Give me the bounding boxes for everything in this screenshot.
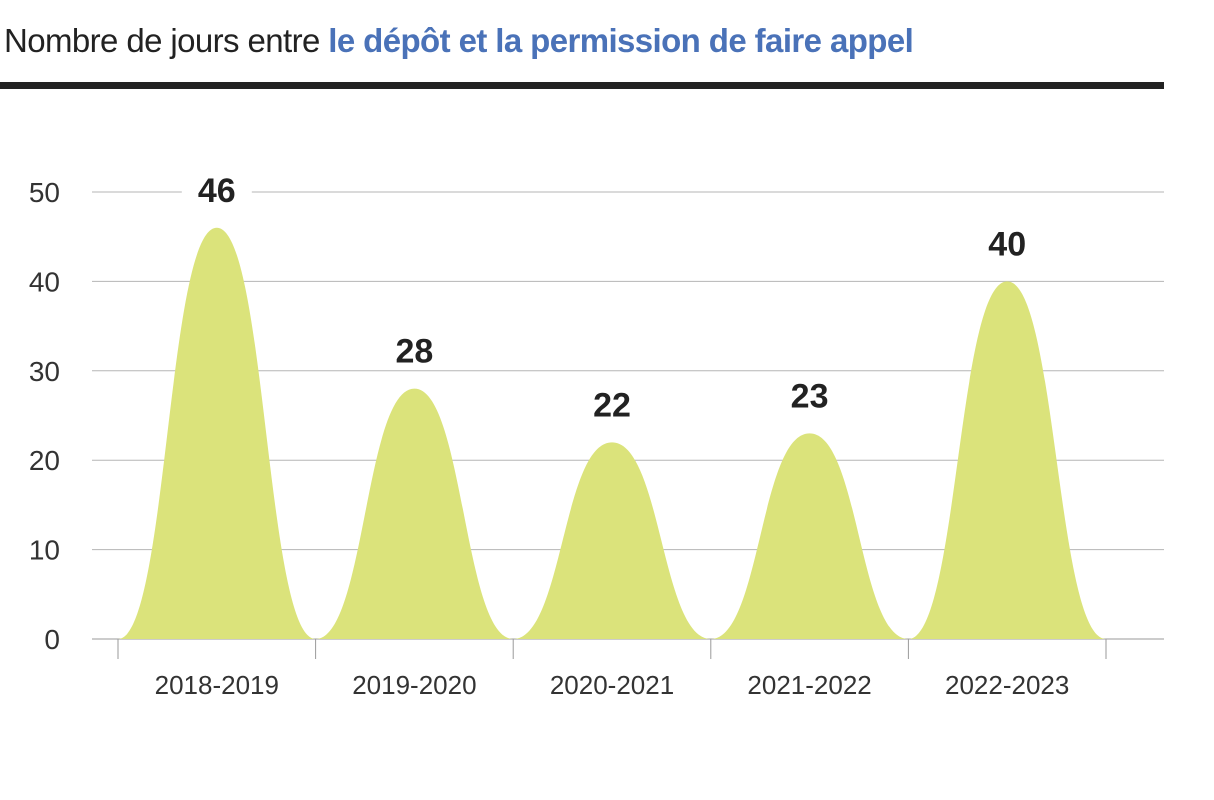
bar [513, 442, 711, 639]
y-tick-label: 40 [29, 266, 60, 297]
bar [908, 281, 1106, 639]
y-tick-label: 20 [29, 445, 60, 476]
y-tick-label: 0 [44, 624, 60, 655]
data-label-bg [774, 377, 845, 412]
x-tick-label: 2022-2023 [945, 670, 1069, 700]
chart-title: Nombre de jours entre le dépôt et la per… [4, 22, 914, 60]
data-label: 46 [198, 172, 236, 210]
chart-title-prefix: Nombre de jours entre [4, 22, 329, 59]
bar [315, 388, 514, 639]
x-tick-label: 2019-2020 [352, 670, 476, 700]
data-label: 22 [593, 386, 631, 424]
bar [710, 433, 909, 639]
y-tick-label: 10 [29, 535, 60, 566]
y-tick-label: 50 [29, 177, 60, 208]
x-tick-label: 2021-2022 [747, 670, 871, 700]
bar [118, 227, 316, 639]
x-tick-label: 2020-2021 [550, 670, 674, 700]
data-label: 40 [988, 225, 1026, 263]
y-tick-label: 30 [29, 356, 60, 387]
data-label-bg [972, 225, 1043, 260]
x-tick-label: 2018-2019 [155, 670, 279, 700]
chart-title-highlight: le dépôt et la permission de faire appel [328, 22, 914, 59]
data-label: 28 [395, 333, 433, 371]
data-label-bg [577, 386, 647, 421]
data-label: 23 [791, 377, 829, 415]
title-rule [0, 82, 1164, 89]
data-label-bg [379, 332, 450, 367]
data-label-bg [181, 171, 252, 206]
